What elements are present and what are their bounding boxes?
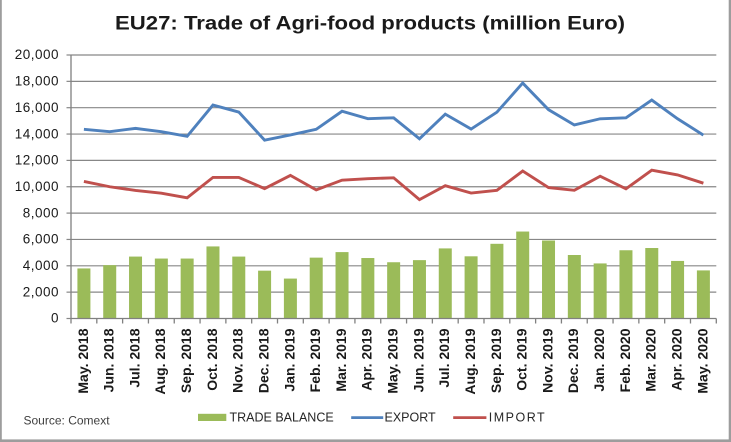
svg-text:EU27: Trade of Agri-food produ: EU27: Trade of Agri-food products (milli… [115,14,625,35]
svg-text:Jan. 2020: Jan. 2020 [591,328,607,391]
svg-text:Jul. 2019: Jul. 2019 [436,328,452,387]
svg-text:Source: Comext: Source: Comext [24,414,111,428]
svg-text:Oct. 2018: Oct. 2018 [204,328,220,390]
svg-text:Dec. 2018: Dec. 2018 [255,328,271,393]
svg-text:Nov. 2018: Nov. 2018 [230,328,246,393]
svg-text:Feb. 2019: Feb. 2019 [307,328,323,392]
svg-text:10,000: 10,000 [15,179,59,194]
svg-text:Apr. 2020: Apr. 2020 [668,328,684,390]
svg-text:Sep. 2018: Sep. 2018 [178,328,194,393]
svg-text:Jan. 2019: Jan. 2019 [281,328,297,391]
svg-text:Jun. 2019: Jun. 2019 [410,328,426,392]
svg-text:May. 2018: May. 2018 [75,328,91,393]
svg-text:0: 0 [51,311,59,326]
svg-text:May. 2020: May. 2020 [694,328,710,393]
svg-text:14,000: 14,000 [15,126,59,141]
svg-text:Jul. 2018: Jul. 2018 [126,328,142,387]
svg-text:Aug. 2018: Aug. 2018 [152,328,168,394]
svg-text:12,000: 12,000 [15,153,59,168]
svg-text:Mar. 2020: Mar. 2020 [643,328,659,391]
svg-text:Jun. 2018: Jun. 2018 [101,328,117,392]
svg-text:16,000: 16,000 [15,100,59,115]
svg-text:EXPORT: EXPORT [385,411,437,425]
svg-text:Aug. 2019: Aug. 2019 [462,328,478,394]
svg-text:18,000: 18,000 [15,74,59,89]
svg-text:Apr. 2019: Apr. 2019 [359,328,375,390]
svg-text:IMPORT: IMPORT [489,411,546,425]
svg-text:8,000: 8,000 [23,205,59,220]
svg-text:Feb. 2020: Feb. 2020 [617,328,633,392]
svg-text:Sep. 2019: Sep. 2019 [488,328,504,393]
svg-text:May. 2019: May. 2019 [385,328,401,393]
svg-text:Nov. 2019: Nov. 2019 [539,328,555,393]
svg-text:Mar. 2019: Mar. 2019 [333,328,349,391]
svg-text:Dec. 2019: Dec. 2019 [565,328,581,393]
svg-text:4,000: 4,000 [23,258,59,273]
svg-text:TRADE BALANCE: TRADE BALANCE [230,411,334,425]
svg-text:20,000: 20,000 [15,47,59,62]
svg-text:2,000: 2,000 [23,284,59,299]
svg-text:6,000: 6,000 [23,232,59,247]
svg-text:Oct. 2019: Oct. 2019 [514,328,530,390]
